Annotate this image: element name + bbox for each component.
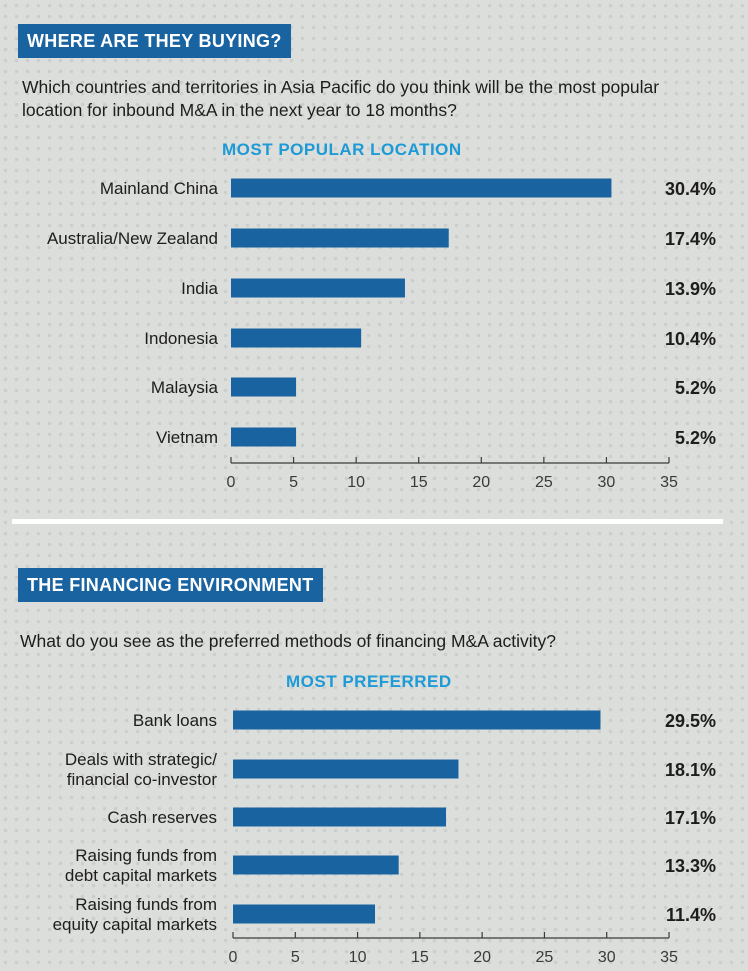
- bar: [231, 278, 405, 298]
- value-label: 17.4%: [665, 229, 716, 249]
- category-label: Cash reserves: [107, 808, 217, 827]
- bar: [233, 904, 376, 924]
- chart-title: MOST POPULAR LOCATION: [222, 140, 462, 159]
- x-tick-label: 10: [349, 949, 367, 966]
- value-label: 11.4%: [666, 905, 716, 925]
- x-tick-label: 20: [473, 949, 491, 966]
- x-tick-label: 5: [291, 949, 300, 966]
- category-label: Indonesia: [144, 329, 218, 348]
- category-label: Raising funds from: [75, 846, 217, 865]
- x-tick-label: 0: [227, 474, 236, 491]
- value-label: 5.2%: [675, 428, 716, 448]
- x-tick-label: 25: [536, 949, 554, 966]
- survey-question: Which countries and territories in Asia …: [22, 77, 660, 120]
- section-where-buying: WHERE ARE THEY BUYING? Which countries a…: [18, 24, 716, 491]
- value-label: 5.2%: [675, 378, 716, 398]
- value-label: 18.1%: [665, 760, 716, 780]
- section-heading: WHERE ARE THEY BUYING?: [18, 24, 291, 58]
- bar: [231, 328, 362, 348]
- category-label: Mainland China: [100, 179, 219, 198]
- x-tick-label: 30: [598, 949, 616, 966]
- bar: [231, 377, 297, 397]
- category-label: Malaysia: [151, 378, 219, 397]
- category-label: Deals with strategic/: [65, 750, 217, 769]
- x-tick-label: 15: [411, 949, 429, 966]
- section-heading: THE FINANCING ENVIRONMENT: [18, 568, 323, 602]
- value-label: 10.4%: [665, 329, 716, 349]
- value-label: 13.9%: [665, 279, 716, 299]
- bar: [233, 759, 459, 779]
- section-financing: THE FINANCING ENVIRONMENT What do you se…: [0, 528, 748, 971]
- bar: [233, 855, 399, 875]
- survey-question: What do you see as the preferred methods…: [20, 631, 556, 651]
- x-tick-label: 0: [229, 949, 238, 966]
- x-tick-label: 35: [660, 949, 678, 966]
- bar: [233, 710, 601, 730]
- category-label: Raising funds from: [75, 895, 217, 914]
- value-label: 13.3%: [665, 856, 716, 876]
- bar: [231, 228, 449, 248]
- category-label: Vietnam: [156, 428, 218, 447]
- x-tick-label: 5: [289, 474, 298, 491]
- x-tick-label: 25: [535, 474, 553, 491]
- section-divider: [12, 519, 723, 524]
- value-label: 29.5%: [665, 711, 716, 731]
- category-label: equity capital markets: [53, 915, 217, 934]
- chart-title: MOST PREFERRED: [286, 672, 452, 691]
- financing-bar-chart: Bank loans 29.5% Deals with strategic/fina…: [53, 710, 716, 966]
- category-label: Bank loans: [133, 711, 217, 730]
- bar: [231, 427, 297, 447]
- value-label: 17.1%: [665, 808, 716, 828]
- x-tick-label: 30: [598, 474, 616, 491]
- x-tick-label: 15: [410, 474, 428, 491]
- x-tick-label: 10: [347, 474, 365, 491]
- category-label: Australia/New Zealand: [47, 229, 218, 248]
- category-label: India: [181, 279, 218, 298]
- category-label: financial co-investor: [67, 770, 218, 789]
- x-tick-label: 20: [472, 474, 490, 491]
- category-label: debt capital markets: [65, 866, 217, 885]
- value-label: 30.4%: [665, 179, 716, 199]
- bar: [231, 178, 612, 198]
- location-bar-chart: Mainland China 30.4% Australia/New Zealand…: [47, 178, 716, 491]
- bar: [233, 807, 447, 827]
- x-tick-label: 35: [660, 474, 678, 491]
